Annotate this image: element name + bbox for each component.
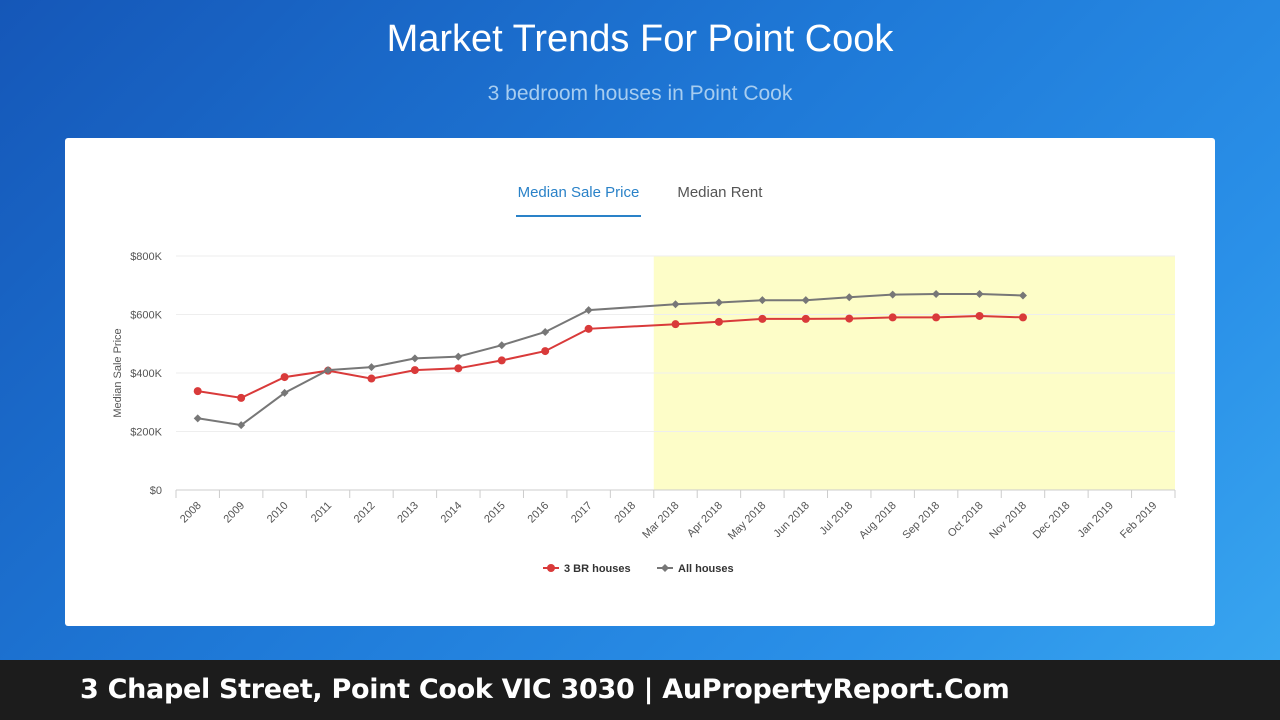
chart-tabs: Median Sale Price Median Rent bbox=[65, 182, 1215, 217]
y-tick-label: $400K bbox=[130, 368, 162, 380]
data-point-all-houses bbox=[454, 352, 463, 361]
footer-address: 3 Chapel Street, Point Cook VIC 3030 | A… bbox=[80, 674, 1010, 705]
data-point-3-br-houses bbox=[497, 356, 506, 365]
data-point-3-br-houses bbox=[888, 313, 897, 322]
x-tick-label: Mar 2018 bbox=[640, 500, 681, 541]
data-point-3-br-houses bbox=[541, 347, 550, 356]
x-tick-label: 2013 bbox=[395, 500, 421, 526]
data-point-all-houses bbox=[193, 414, 202, 423]
data-point-3-br-houses bbox=[237, 393, 246, 402]
legend-label-all-houses: All houses bbox=[678, 563, 734, 575]
x-tick-label: 2016 bbox=[526, 500, 552, 526]
y-tick-label: $0 bbox=[150, 485, 162, 497]
tab-median-sale-price[interactable]: Median Sale Price bbox=[515, 182, 642, 217]
data-point-all-houses bbox=[280, 388, 289, 397]
data-point-all-houses bbox=[845, 293, 854, 302]
data-point-all-houses bbox=[714, 298, 723, 307]
legend-marker-3-br-houses bbox=[547, 564, 555, 572]
x-tick-label: 2009 bbox=[221, 500, 247, 526]
data-point-3-br-houses bbox=[671, 320, 680, 329]
data-point-all-houses bbox=[367, 363, 376, 372]
chart-legend: 3 BR houses All houses bbox=[543, 563, 734, 575]
data-point-all-houses bbox=[541, 328, 550, 337]
chart-card: Median Sale Price Median Rent $0 $200K $40… bbox=[65, 138, 1215, 626]
x-tick-label: 2014 bbox=[439, 500, 465, 526]
data-point-all-houses bbox=[324, 366, 333, 375]
page-subtitle: 3 bedroom houses in Point Cook bbox=[487, 82, 793, 105]
x-tick-label: Aug 2018 bbox=[857, 500, 899, 542]
x-tick-label: Jan 2019 bbox=[1075, 500, 1115, 540]
y-tick-label: $200K bbox=[130, 427, 162, 439]
y-tick-label: $600K bbox=[130, 310, 162, 322]
data-point-all-houses bbox=[801, 296, 810, 305]
data-point-all-houses bbox=[975, 290, 984, 299]
data-point-3-br-houses bbox=[584, 324, 593, 333]
data-point-3-br-houses bbox=[975, 311, 984, 320]
data-point-3-br-houses bbox=[1018, 313, 1027, 322]
data-point-3-br-houses bbox=[932, 313, 941, 322]
x-tick-label: Feb 2019 bbox=[1118, 500, 1159, 541]
data-point-3-br-houses bbox=[367, 374, 376, 383]
data-point-3-br-houses bbox=[193, 387, 202, 396]
x-tick-label: 2012 bbox=[352, 500, 378, 526]
x-tick-label: 2017 bbox=[569, 500, 595, 526]
data-point-all-houses bbox=[1018, 291, 1027, 300]
legend-label-3-br-houses: 3 BR houses bbox=[564, 563, 631, 575]
data-point-all-houses bbox=[932, 290, 941, 299]
x-tick-label: Apr 2018 bbox=[685, 500, 725, 540]
data-point-3-br-houses bbox=[280, 373, 289, 382]
data-point-3-br-houses bbox=[714, 317, 723, 326]
data-point-3-br-houses bbox=[410, 366, 419, 375]
data-point-3-br-houses bbox=[845, 314, 854, 323]
x-tick-label: Dec 2018 bbox=[1031, 500, 1073, 542]
legend-marker-all-houses bbox=[661, 564, 669, 572]
data-point-all-houses bbox=[584, 306, 593, 315]
y-tick-label: $800K bbox=[130, 251, 162, 263]
tab-median-rent[interactable]: Median Rent bbox=[677, 184, 763, 201]
x-tick-label: Sep 2018 bbox=[900, 500, 942, 542]
data-point-3-br-houses bbox=[801, 314, 810, 323]
x-tick-label: May 2018 bbox=[726, 500, 769, 543]
x-tick-label: 2008 bbox=[178, 500, 204, 526]
data-point-3-br-houses bbox=[758, 314, 767, 323]
line-chart: $0 $200K $400K $600K $800K Median Sale Price 2… bbox=[112, 251, 1176, 575]
y-axis-label: Median Sale Price bbox=[112, 328, 124, 417]
page-title: Market Trends For Point Cook bbox=[386, 18, 894, 60]
data-point-all-houses bbox=[888, 290, 897, 299]
x-tick-label: 2018 bbox=[612, 500, 638, 526]
data-point-all-houses bbox=[497, 341, 506, 350]
x-tick-label: 2010 bbox=[265, 500, 291, 526]
x-tick-label: 2011 bbox=[309, 500, 334, 525]
x-tick-label: 2015 bbox=[482, 500, 508, 526]
data-point-3-br-houses bbox=[454, 364, 463, 373]
data-point-all-houses bbox=[758, 296, 767, 305]
x-tick-label: Nov 2018 bbox=[987, 500, 1029, 542]
footer-bar: 3 Chapel Street, Point Cook VIC 3030 | A… bbox=[0, 660, 1280, 720]
x-tick-label: Oct 2018 bbox=[946, 500, 986, 540]
data-point-all-houses bbox=[410, 354, 419, 363]
data-point-all-houses bbox=[237, 421, 246, 430]
data-point-all-houses bbox=[671, 300, 680, 309]
x-tick-label: Jul 2018 bbox=[817, 500, 855, 538]
x-tick-label: Jun 2018 bbox=[771, 500, 811, 540]
